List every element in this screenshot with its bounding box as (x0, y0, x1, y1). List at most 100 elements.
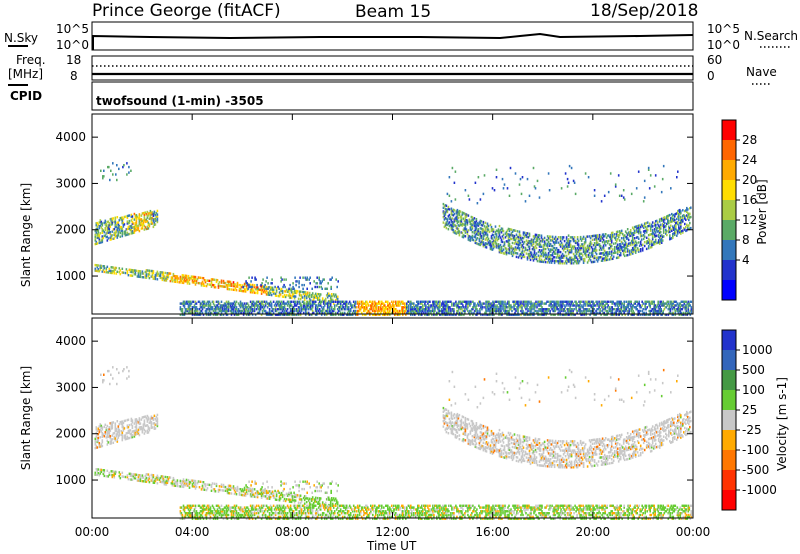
scatter-cell (116, 178, 118, 182)
scatter-cell (156, 278, 159, 281)
scatter-cell (274, 302, 277, 305)
scatter-cell (227, 308, 230, 311)
scatter-cell (118, 226, 121, 229)
scatter-cell (309, 282, 311, 285)
scatter-cell (188, 276, 191, 280)
scatter-cell (331, 276, 333, 279)
scatter-cell (482, 228, 485, 231)
scatter-cell (248, 306, 251, 309)
scatter-cell (241, 289, 244, 293)
scatter-cell (257, 308, 260, 311)
scatter-cell (203, 300, 206, 303)
scatter-cell (317, 293, 320, 296)
scatter-cell (217, 286, 220, 289)
scatter-cell (227, 284, 230, 287)
scatter-cell (134, 273, 137, 276)
scatter-cell (133, 231, 136, 234)
scatter-cell (654, 223, 657, 227)
scatter-cell (229, 306, 232, 309)
scatter-cell (279, 293, 282, 296)
scatter-cell (154, 277, 157, 281)
scatter-cell (96, 236, 99, 240)
scatter-cell (467, 194, 470, 197)
scatter-cell (129, 225, 132, 228)
scatter-cell (327, 292, 330, 295)
scatter-cell (262, 300, 265, 303)
scatter-cell (225, 309, 228, 313)
scatter-cell (239, 287, 242, 291)
scatter-cell (96, 234, 99, 238)
scatter-cell (164, 277, 167, 280)
scatter-cell (133, 229, 136, 232)
scatter-cell (126, 216, 129, 220)
scatter-cell (148, 276, 151, 280)
scatter-cell (161, 276, 164, 280)
scatter-cell (326, 294, 329, 297)
nsky-panel: N.Sky 10^5 10^0 10^5 10^0 N.Search (4, 21, 798, 52)
scatter-cell (194, 300, 197, 303)
scatter-cell (282, 313, 285, 316)
scatter-cell (245, 308, 248, 311)
scatter-cell (513, 234, 516, 238)
scatter-cell (257, 300, 260, 303)
scatter-cell (261, 311, 264, 315)
scatter-cell (318, 276, 320, 279)
scatter-cell (114, 220, 117, 223)
cpid-label: CPID (10, 89, 42, 103)
scatter-cell (182, 276, 185, 279)
scatter-cell (135, 228, 138, 232)
scatter-cell (126, 227, 129, 231)
scatter-cell (159, 271, 162, 274)
scatter-cell (580, 300, 582, 303)
scatter-cell (219, 313, 222, 316)
scatter-cell (510, 245, 513, 248)
scatter-cell (680, 210, 682, 213)
scatter-cell (97, 223, 100, 226)
scatter-cell (306, 291, 309, 294)
scatter-cell (183, 311, 186, 315)
scatter-cell (245, 306, 248, 309)
scatter-cell (690, 215, 692, 219)
scatter-cell (224, 311, 227, 315)
scatter-cell (197, 276, 200, 279)
scatter-cell (144, 274, 147, 277)
scatter-cell (222, 304, 225, 307)
scatter-cell (222, 309, 225, 313)
scatter-cell (638, 300, 640, 303)
scatter-cell (327, 282, 329, 285)
scatter-cell (298, 280, 300, 283)
scatter-cell (182, 300, 185, 303)
scatter-cell (541, 300, 543, 303)
scatter-cell (221, 309, 224, 313)
scatter-cell (156, 213, 159, 216)
scatter-cell (166, 272, 169, 275)
scatter-cell (271, 308, 274, 311)
scatter-cell (270, 293, 273, 297)
scatter-cell (189, 277, 192, 280)
scatter-cell (120, 227, 123, 231)
scatter-cell (283, 304, 286, 307)
scatter-cell (428, 304, 430, 307)
scatter-cell (418, 300, 420, 303)
scatter-cell (99, 232, 102, 235)
scatter-cell (687, 208, 689, 211)
scatter-cell (272, 292, 275, 295)
scatter-cell (643, 235, 646, 238)
scatter-cell (142, 221, 145, 224)
scatter-cell (467, 214, 470, 217)
scatter-cell (194, 306, 197, 309)
scatter-cell (180, 309, 183, 313)
scatter-cell (103, 267, 106, 270)
scatter-cell (689, 212, 691, 215)
scatter-cell (310, 293, 313, 297)
scatter-cell (179, 279, 182, 282)
scatter-cell (666, 230, 668, 233)
scatter-cell (314, 285, 316, 289)
scatter-cell (255, 302, 258, 305)
scatter-cell (263, 300, 266, 303)
scatter-cell (442, 202, 445, 206)
scatter-cell (332, 293, 335, 296)
scatter-cell (690, 306, 693, 309)
scatter-cell (188, 306, 191, 309)
scatter-cell (205, 284, 208, 288)
